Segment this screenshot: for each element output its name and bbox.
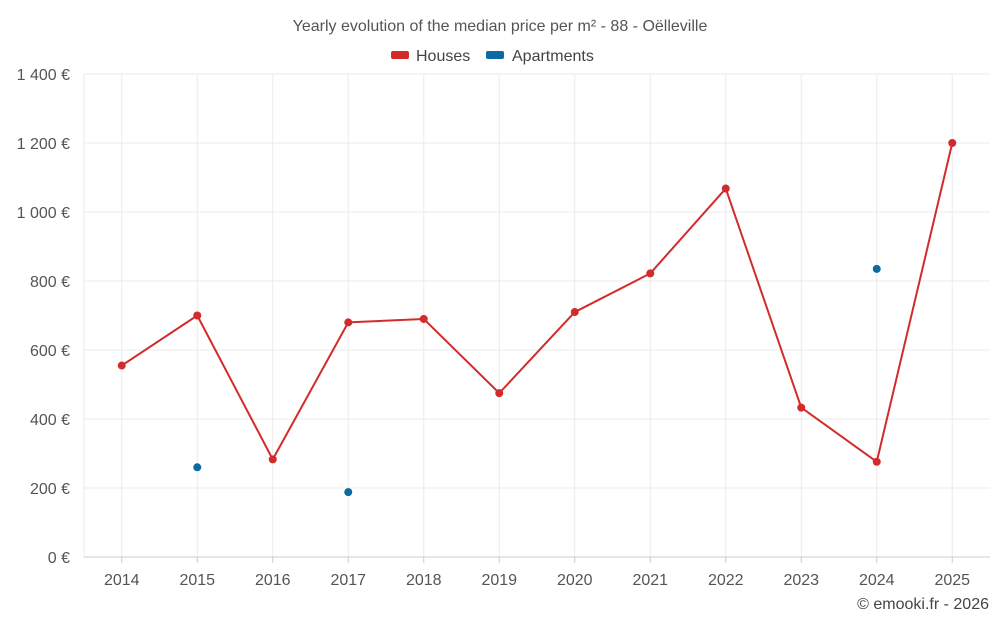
- legend-item-houses[interactable]: Houses: [391, 48, 470, 65]
- data-point-houses-2023[interactable]: [797, 403, 806, 412]
- y-tick-label: 0 €: [48, 550, 70, 567]
- legend-swatch-apartments: [486, 51, 504, 59]
- x-tick-label: 2023: [783, 572, 819, 589]
- chart-title: Yearly evolution of the median price per…: [293, 18, 708, 35]
- grid-layer: [83, 73, 990, 558]
- data-point-houses-2017[interactable]: [344, 318, 353, 327]
- x-tick-label: 2018: [406, 572, 442, 589]
- x-tick-label: 2021: [632, 572, 668, 589]
- data-point-houses-2018[interactable]: [419, 314, 428, 323]
- legend-swatch-houses: [391, 51, 409, 59]
- y-tick-label: 600 €: [30, 343, 70, 360]
- y-tick-label: 1 000 €: [17, 205, 70, 222]
- data-point-houses-2019[interactable]: [495, 389, 504, 398]
- series-line-houses: [121, 142, 954, 463]
- x-tick-label: 2015: [179, 572, 215, 589]
- series-apartments: [193, 264, 881, 497]
- y-tick-label: 1 400 €: [17, 67, 70, 84]
- credit-text: © emooki.fr - 2026: [857, 596, 989, 613]
- x-tick-label: 2020: [557, 572, 593, 589]
- data-point-houses-2015[interactable]: [193, 311, 202, 320]
- data-point-houses-2022[interactable]: [721, 184, 730, 193]
- x-axis: 2014 2015 2016 2017 2018 2019 2020 2021 2022 2023…: [104, 557, 970, 589]
- data-point-apartments-2015[interactable]: [193, 463, 202, 472]
- legend-label-apartments: Apartments: [512, 48, 594, 65]
- y-axis: 0 € 200 € 400 € 600 € 800 € 1 000 € 1 200 € 1 4…: [17, 67, 70, 567]
- chart-legend: Houses Apartments: [391, 48, 594, 65]
- data-point-houses-2021[interactable]: [646, 269, 655, 278]
- x-tick-label: 2025: [934, 572, 970, 589]
- data-point-houses-2025[interactable]: [948, 139, 957, 147]
- data-point-apartments-2024[interactable]: [872, 264, 881, 273]
- x-tick-label: 2016: [255, 572, 291, 589]
- series-layer: [117, 139, 957, 497]
- legend-item-apartments[interactable]: Apartments: [486, 48, 594, 65]
- x-tick-label: 2022: [708, 572, 744, 589]
- legend-label-houses: Houses: [416, 48, 470, 65]
- y-tick-label: 400 €: [30, 412, 70, 429]
- x-tick-label: 2017: [330, 572, 366, 589]
- y-tick-label: 800 €: [30, 274, 70, 291]
- data-point-houses-2016[interactable]: [268, 455, 277, 464]
- data-point-houses-2014[interactable]: [117, 361, 126, 370]
- x-tick-label: 2014: [104, 572, 140, 589]
- data-point-houses-2024[interactable]: [872, 457, 881, 466]
- x-tick-label: 2019: [481, 572, 517, 589]
- y-tick-label: 200 €: [30, 481, 70, 498]
- data-point-houses-2020[interactable]: [570, 308, 579, 317]
- y-tick-label: 1 200 €: [17, 136, 70, 153]
- x-tick-label: 2024: [859, 572, 895, 589]
- series-houses: [117, 139, 957, 466]
- data-point-apartments-2017[interactable]: [344, 488, 353, 497]
